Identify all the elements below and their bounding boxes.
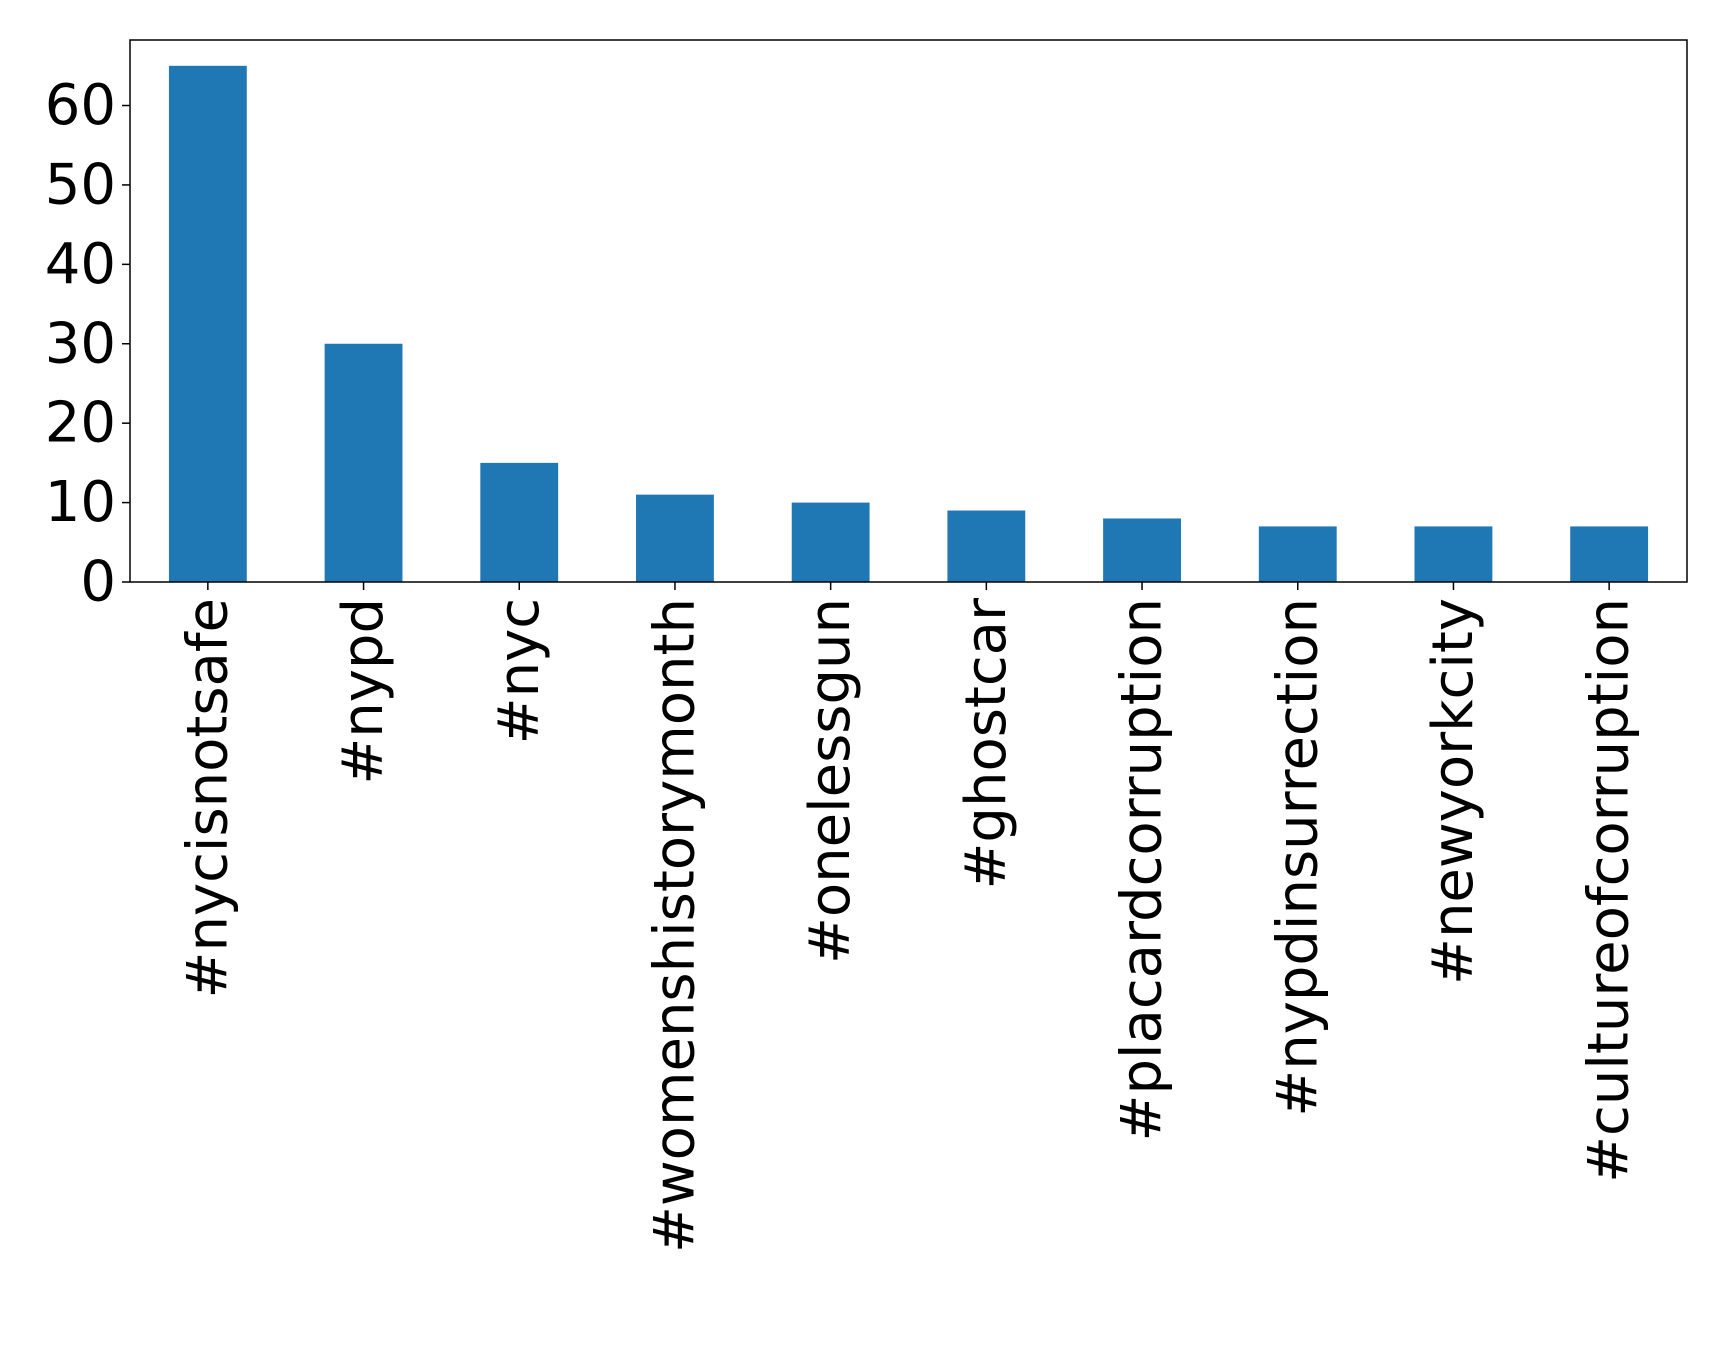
bar-nypdinsurrection <box>1258 526 1337 582</box>
bar-womenshistorymonth <box>636 494 714 582</box>
x-tick-label: #newyorkcity <box>1421 598 1486 985</box>
x-tick-label: #womenshistorymonth <box>642 598 707 1253</box>
x-tick-label: #onelessgun <box>798 598 863 964</box>
bar-nyc <box>480 462 559 582</box>
bar-cultureofcorruption <box>1570 526 1649 582</box>
bars-layer <box>168 65 1649 582</box>
x-tick-label: #ghostcar <box>954 597 1019 889</box>
x-tick-label: #nycisnotsafe <box>175 598 240 998</box>
bar-nypd <box>324 343 403 582</box>
y-axis: 0 10 20 30 40 50 60 <box>45 73 130 615</box>
y-tick-label: 60 <box>45 73 116 138</box>
y-tick-label: 20 <box>45 391 116 456</box>
x-axis: #nycisnotsafe #nypd #nyc #womenshistorymont… <box>175 582 1642 1253</box>
y-tick-label: 40 <box>45 232 116 297</box>
bar-nycisnotsafe <box>168 65 247 582</box>
x-tick-label: #cultureofcorruption <box>1577 598 1642 1183</box>
x-tick-label: #placardcorruption <box>1110 598 1175 1141</box>
x-tick-label: #nypd <box>331 598 396 785</box>
bar-placardcorruption <box>1103 518 1181 582</box>
y-tick-label: 30 <box>45 311 116 376</box>
bar-newyorkcity <box>1414 526 1493 582</box>
y-tick-label: 0 <box>80 550 116 615</box>
bar-onelessgun <box>791 502 870 582</box>
plot-frame <box>129 39 1688 583</box>
bar-ghostcar <box>947 510 1026 582</box>
x-tick-label: #nypdinsurrection <box>1265 598 1330 1117</box>
x-tick-label: #nyc <box>487 598 552 744</box>
y-tick-label: 10 <box>45 470 116 535</box>
y-tick-label: 50 <box>45 152 116 217</box>
